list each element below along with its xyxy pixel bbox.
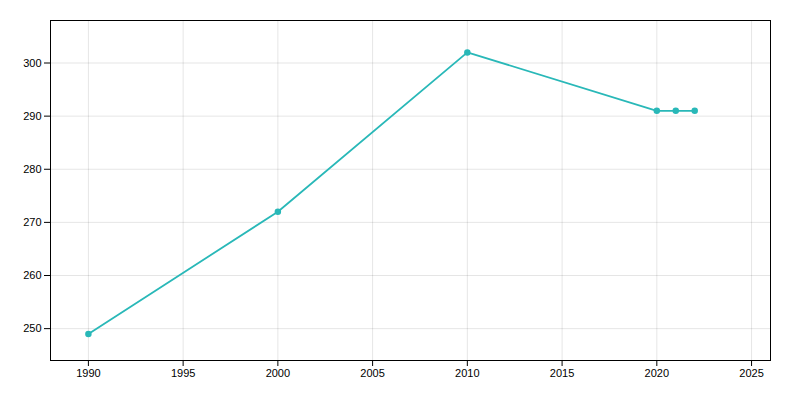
svg-text:2010: 2010: [455, 367, 479, 379]
svg-text:270: 270: [23, 216, 41, 228]
svg-text:1995: 1995: [171, 367, 195, 379]
svg-text:260: 260: [23, 269, 41, 281]
svg-text:290: 290: [23, 110, 41, 122]
svg-text:250: 250: [23, 322, 41, 334]
svg-text:2020: 2020: [645, 367, 669, 379]
svg-text:2005: 2005: [360, 367, 384, 379]
svg-text:300: 300: [23, 57, 41, 69]
svg-text:1990: 1990: [76, 367, 100, 379]
svg-text:2000: 2000: [266, 367, 290, 379]
svg-text:280: 280: [23, 163, 41, 175]
svg-text:2025: 2025: [739, 367, 763, 379]
svg-text:2015: 2015: [550, 367, 574, 379]
